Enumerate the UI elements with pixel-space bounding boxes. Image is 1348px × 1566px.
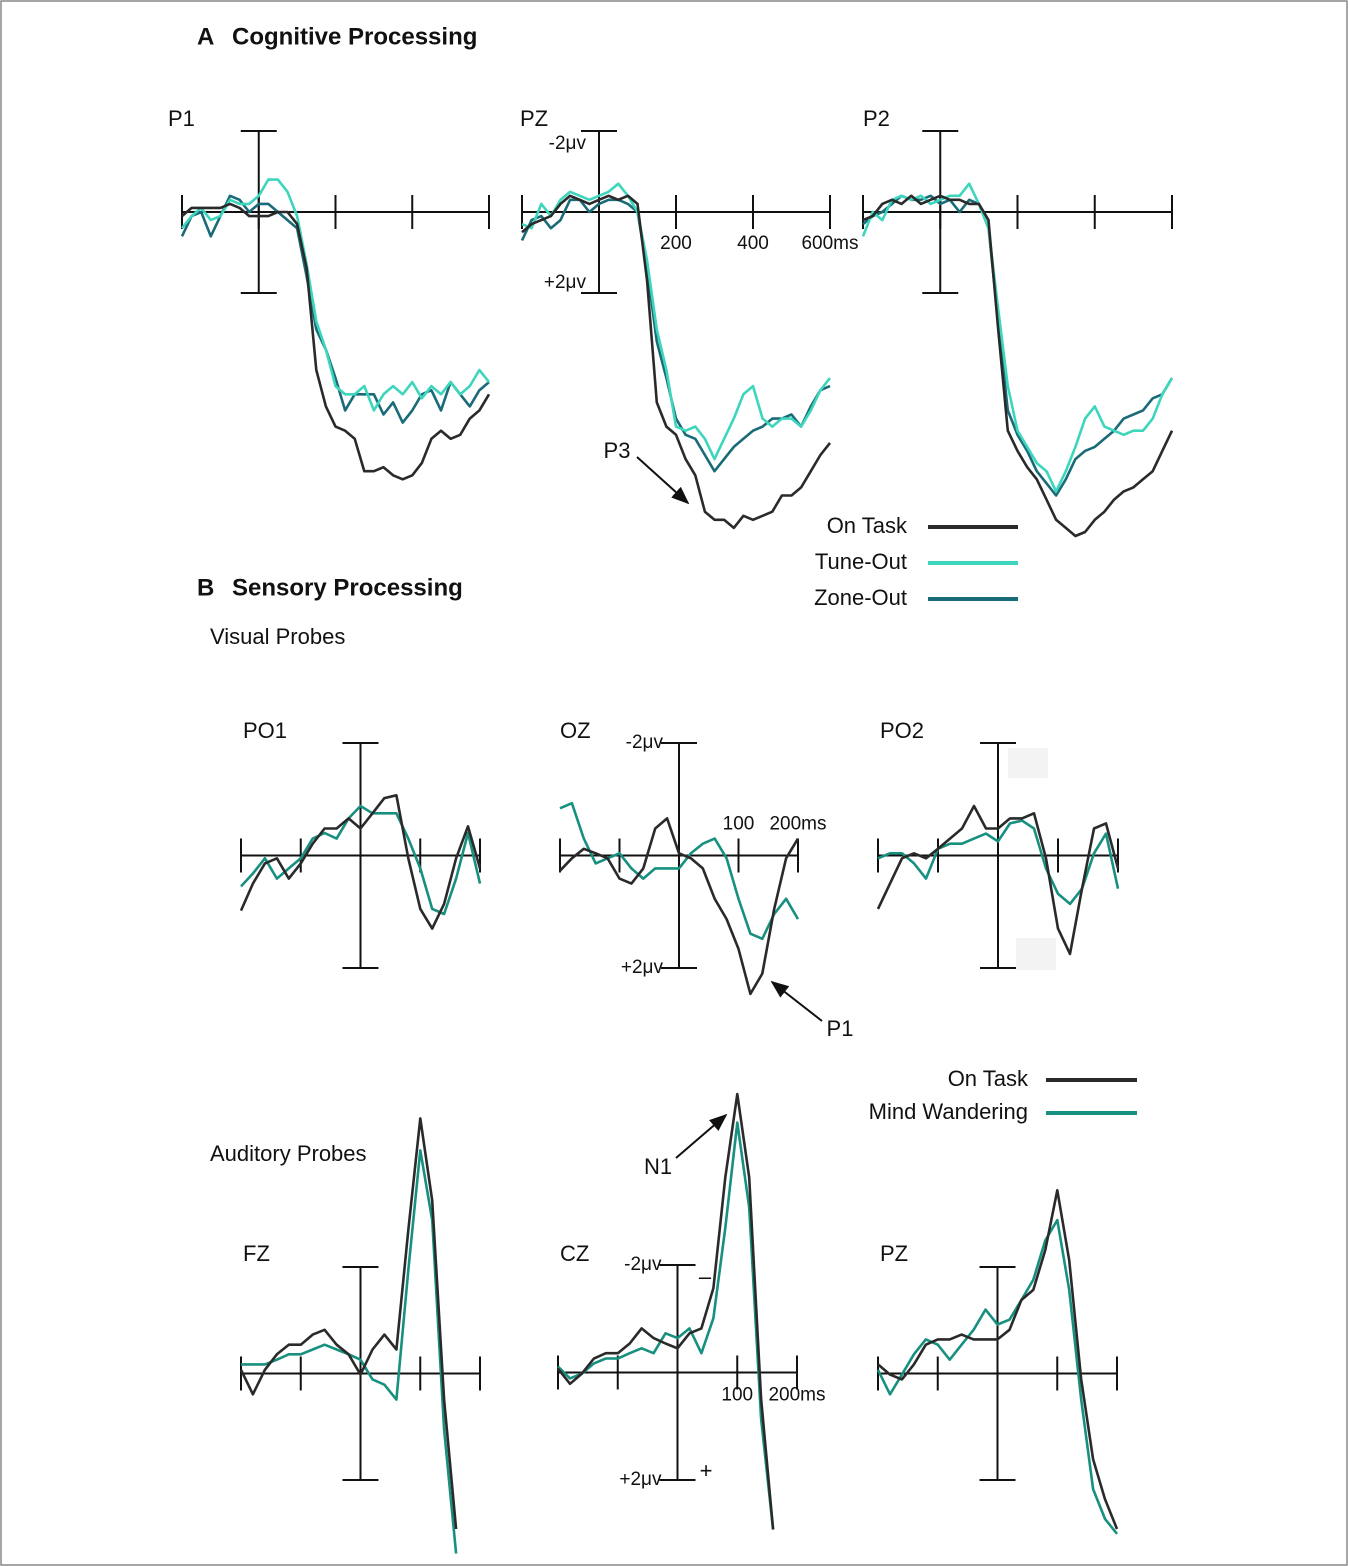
erp-line: [239, 794, 482, 930]
annotation: –: [699, 1264, 712, 1289]
x-tick-label: 200: [660, 233, 692, 254]
panel-label: PO2: [880, 718, 924, 743]
y-tick-label: +2μv: [544, 272, 587, 293]
section-letter: B: [197, 574, 214, 601]
x-tick-label: 200ms: [769, 814, 826, 835]
erp-line: [876, 804, 1120, 956]
erp-line: [877, 819, 1120, 906]
erp-line: [521, 182, 832, 461]
erp-line: [180, 178, 491, 412]
arrow: [770, 980, 823, 1022]
section-title: Cognitive Processing: [232, 23, 477, 50]
subsection-title: Visual Probes: [210, 624, 345, 649]
erp-line: [181, 202, 491, 481]
erp-line: [520, 198, 831, 473]
panel-label: OZ: [560, 718, 591, 743]
legend-label: On Task: [948, 1066, 1029, 1091]
panel-label: P2: [863, 106, 890, 131]
y-tick-label: +2μv: [619, 1469, 662, 1490]
panel-label: FZ: [243, 1241, 270, 1266]
x-tick-label: 600ms: [801, 233, 858, 254]
erp-line: [556, 1092, 775, 1530]
annotation: N1: [644, 1154, 672, 1179]
legend-label: On Task: [827, 513, 908, 538]
erp-line: [241, 1149, 458, 1554]
x-tick-label: 200ms: [768, 1385, 825, 1406]
erp-line: [862, 194, 1174, 538]
erp-line: [559, 817, 800, 996]
section-title: Sensory Processing: [232, 574, 463, 601]
x-tick-label: 400: [737, 233, 769, 254]
y-tick-label: -2μv: [549, 133, 587, 154]
legend-label: Tune-Out: [815, 549, 907, 574]
y-tick-label: +2μv: [621, 957, 664, 978]
arrow: [675, 1113, 728, 1159]
legend-label: Mind Wandering: [869, 1099, 1028, 1124]
panel-label: CZ: [560, 1241, 589, 1266]
arrow: [636, 456, 690, 505]
erp-line: [180, 194, 490, 424]
erp-line: [521, 194, 832, 530]
panel-label: PZ: [520, 106, 548, 131]
panel-label: P1: [168, 106, 195, 131]
annotation: P1: [827, 1016, 854, 1041]
erp-line: [877, 1189, 1119, 1530]
section-letter: A: [197, 23, 214, 50]
patch: [1008, 748, 1048, 778]
patch: [1016, 938, 1056, 970]
x-tick-label: 100: [723, 814, 755, 835]
annotation: +: [700, 1458, 713, 1483]
annotation: P3: [604, 438, 631, 463]
y-tick-label: -2μv: [626, 732, 664, 753]
y-tick-label: -2μv: [624, 1254, 662, 1275]
erp-line: [861, 182, 1174, 493]
erp-line: [239, 1117, 458, 1530]
x-tick-label: 100: [721, 1385, 753, 1406]
panel-label: PO1: [243, 718, 287, 743]
legend-label: Zone-Out: [814, 585, 907, 610]
panel-label: PZ: [880, 1241, 908, 1266]
erp-line: [876, 1218, 1119, 1535]
erp-line: [559, 801, 800, 941]
erp-line: [557, 1121, 775, 1530]
subsection-title: Auditory Probes: [210, 1141, 367, 1166]
